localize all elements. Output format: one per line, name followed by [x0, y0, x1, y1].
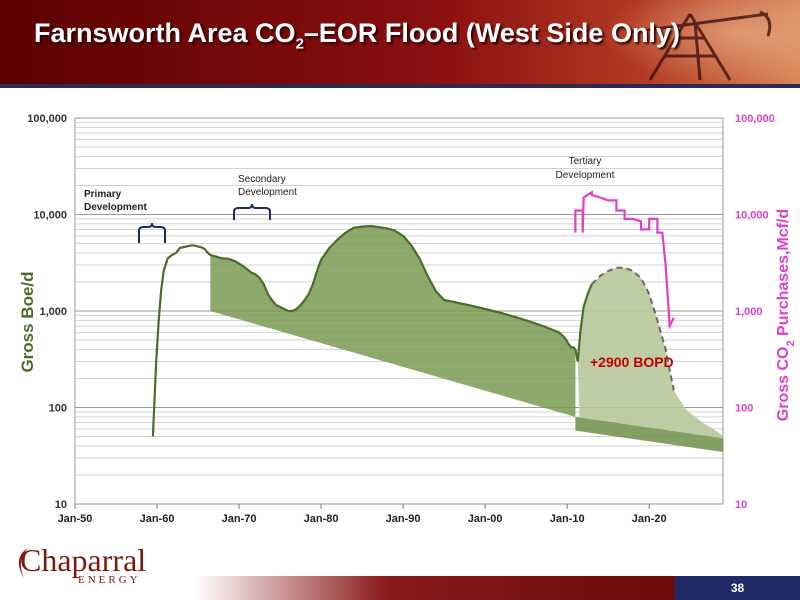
annotation-primary: Primary Development: [84, 189, 147, 213]
footer-bar: [195, 576, 675, 600]
base-decline-area: [575, 416, 723, 452]
company-logo: Chaparral ENERGY: [10, 540, 190, 590]
primary-bracket: [138, 222, 166, 243]
production-chart: 10 10 100 100 1,000 1,000 10,000 10,000 100,000 1…: [18, 113, 797, 525]
secondary-area: [210, 226, 576, 417]
y-tick-label-right: 100: [735, 403, 753, 415]
y-tick-label-left: 100,000: [27, 113, 67, 125]
area-fills: [210, 226, 723, 452]
page-number: 38: [675, 576, 800, 600]
y-axis-label-left: Gross Boe/d: [18, 271, 37, 372]
svg-text:Secondary: Secondary: [238, 174, 286, 185]
x-tick-label: Jan-00: [468, 513, 503, 525]
secondary-bracket: [233, 203, 271, 220]
y-tick-label-right: 10: [735, 499, 747, 511]
logo-subtext: ENERGY: [78, 574, 141, 586]
y-tick-labels: 10 10 100 100 1,000 1,000 10,000 10,000 100,000 1…: [27, 113, 775, 511]
tertiary-area: [577, 267, 723, 439]
x-tick-labels: Jan-50 Jan-60 Jan-70 Jan-80 Jan-90 Jan-00 Jan-…: [58, 513, 667, 525]
title-bar: Farnsworth Area CO2–EOR Flood (West Side…: [0, 0, 800, 84]
co2-purchases-line: [574, 190, 675, 330]
annotation-secondary: Secondary Development: [238, 174, 297, 198]
svg-text:Development: Development: [238, 187, 297, 198]
svg-text:Development: Development: [556, 170, 615, 181]
x-tick-label: Jan-80: [304, 513, 339, 525]
series-lines: [151, 190, 675, 437]
y-tick-label-right: 1,000: [735, 306, 763, 318]
title-underline: [0, 84, 800, 88]
y-tick-label-left: 100: [49, 403, 67, 415]
x-tick-label: Jan-70: [222, 513, 257, 525]
x-tick-label: Jan-20: [632, 513, 667, 525]
logo-text: Chaparral: [20, 542, 147, 578]
svg-text:Development: Development: [84, 202, 147, 213]
y-axis-label-right: Gross CO2 Purchases,Mcf/d: [775, 209, 797, 421]
annotation-tertiary: Tertiary Development: [556, 156, 615, 181]
y-tick-label-left: 10: [55, 499, 67, 511]
y-tick-label-right: 10,000: [735, 210, 769, 222]
oil-production-line: [151, 224, 579, 437]
x-tick-label: Jan-10: [550, 513, 585, 525]
increment-label: +2900 BOPD: [590, 354, 674, 370]
x-tick-label: Jan-90: [386, 513, 421, 525]
svg-text:Tertiary: Tertiary: [569, 156, 602, 167]
oil-pump-icon: [631, 10, 772, 81]
tertiary-forecast-line: [591, 266, 675, 391]
svg-text:Primary: Primary: [84, 189, 122, 200]
logo-swoosh-icon: [18, 548, 28, 578]
slide-title: Farnsworth Area CO2–EOR Flood (West Side…: [34, 18, 680, 53]
x-tick-label: Jan-60: [140, 513, 175, 525]
y-tick-label-left: 1,000: [39, 306, 67, 318]
y-tick-label-right: 100,000: [735, 113, 775, 125]
y-tick-label-left: 10,000: [33, 210, 67, 222]
x-tick-label: Jan-50: [58, 513, 93, 525]
tertiary-response-line: [576, 283, 593, 362]
